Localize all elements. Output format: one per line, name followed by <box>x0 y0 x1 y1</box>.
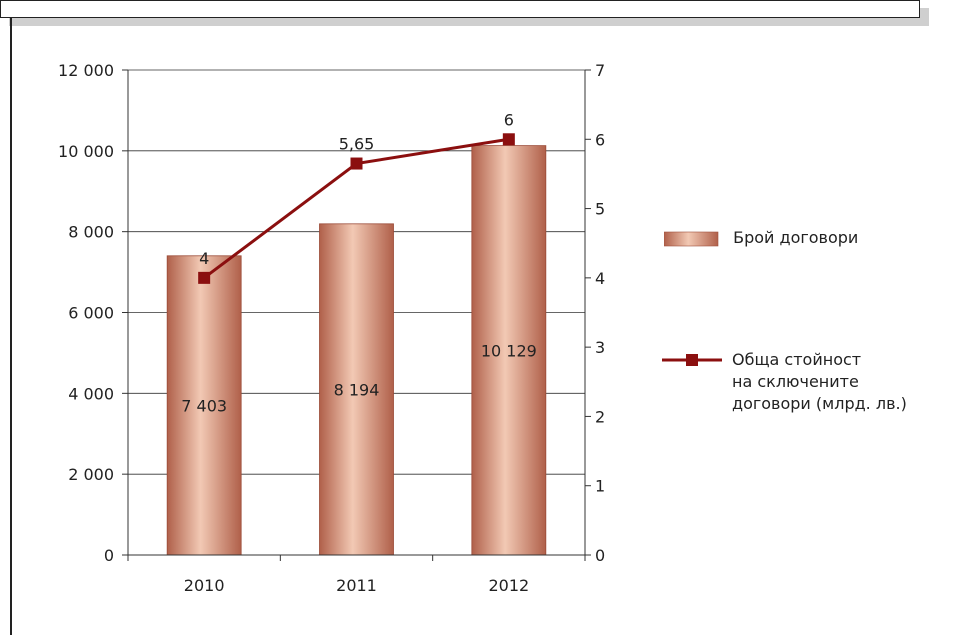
bar-value-label: 10 129 <box>481 341 537 360</box>
legend-label-bars: Брой договори <box>733 228 859 247</box>
right-tick-label: 1 <box>595 477 605 496</box>
legend-label-line-2: на сключените <box>732 372 859 391</box>
bar-value-label: 7 403 <box>181 396 227 415</box>
right-tick-label: 5 <box>595 200 605 219</box>
line-value-label: 4 <box>199 249 209 268</box>
page-margin-rule <box>10 18 12 635</box>
legend-label-line-3: договори (млрд. лв.) <box>732 394 907 413</box>
line-marker <box>502 133 515 146</box>
legend-bar-swatch <box>663 231 719 246</box>
legend-line-swatch <box>662 354 722 366</box>
right-tick-label: 0 <box>595 546 605 565</box>
bar-value-label: 8 194 <box>334 380 380 399</box>
bar <box>166 255 242 556</box>
bar <box>319 223 394 556</box>
left-tick-label: 2 000 <box>68 465 114 484</box>
x-tick-label: 2010 <box>184 576 225 595</box>
x-tick-label: 2011 <box>336 576 377 595</box>
right-tick-label: 3 <box>595 338 605 357</box>
line-marker <box>350 157 363 170</box>
data-labels: 7 403 8 194 10 129 4 5,65 6 <box>181 110 537 415</box>
line-value-label: 6 <box>504 110 514 129</box>
legend-item-bars: Брой договори <box>663 227 859 249</box>
bar <box>471 145 547 556</box>
left-tick-label: 10 000 <box>58 142 114 161</box>
right-tick-label: 7 <box>595 61 605 80</box>
left-tick-label: 0 <box>104 546 114 565</box>
left-tick-label: 12 000 <box>58 61 114 80</box>
header-frame <box>0 0 920 18</box>
left-tick-label: 6 000 <box>68 304 114 323</box>
left-tick-label: 8 000 <box>68 223 114 242</box>
left-tick-label: 4 000 <box>68 384 114 403</box>
line-marker <box>198 271 211 284</box>
axes: 0 2 000 4 000 6 000 8 000 10 000 12 000 0 1 2 3 4 5 6… <box>58 61 605 595</box>
line-value-label: 5,65 <box>339 135 375 154</box>
right-tick-label: 6 <box>595 130 605 149</box>
bar-series <box>166 145 547 556</box>
legend-label-line-1: Обща стойност <box>732 350 862 369</box>
right-tick-label: 2 <box>595 407 605 426</box>
line-series <box>198 133 515 284</box>
x-tick-label: 2012 <box>488 576 529 595</box>
right-tick-label: 4 <box>595 269 605 288</box>
